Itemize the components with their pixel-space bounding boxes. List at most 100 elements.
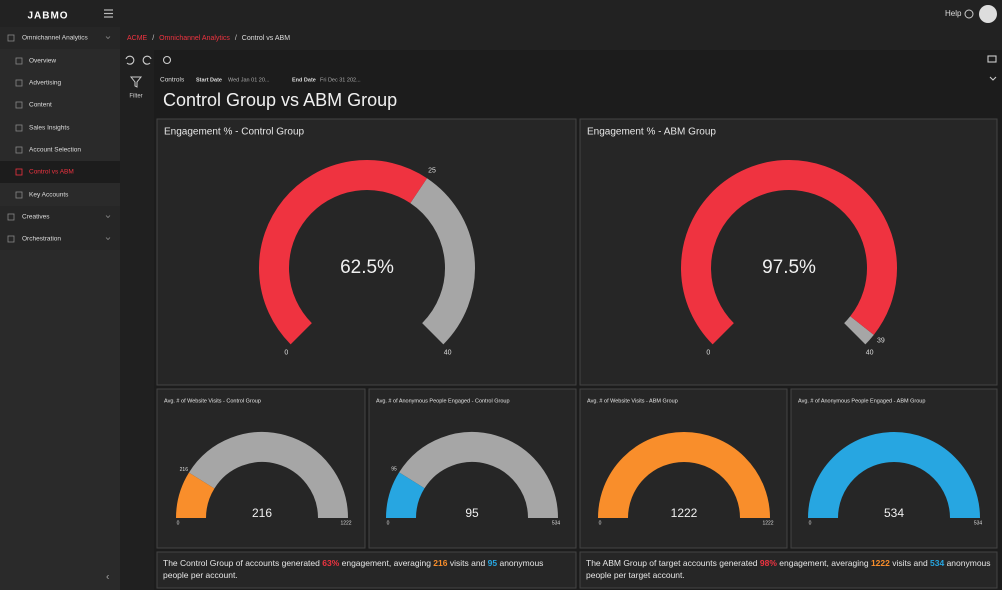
gauge-center: 1222 bbox=[671, 506, 698, 520]
gauge-min: 0 bbox=[177, 520, 180, 526]
summary-panel bbox=[579, 551, 998, 589]
breadcrumb-item[interactable]: Omnichannel Analytics bbox=[159, 35, 230, 42]
sidebar-icon bbox=[15, 101, 23, 109]
gauge-min: 0 bbox=[706, 349, 710, 356]
summary-segment: anonymous people per account. bbox=[163, 558, 544, 580]
end-date-value[interactable]: Fri Dec 31 202... bbox=[320, 77, 361, 83]
panel bbox=[368, 388, 577, 549]
summary-segment: The Control Group of accounts generated bbox=[163, 558, 323, 568]
panel bbox=[790, 388, 998, 549]
chevron bbox=[105, 36, 111, 40]
gauge-value bbox=[808, 432, 980, 519]
breadcrumb-sep: / bbox=[235, 35, 237, 42]
summary-highlight: 1222 bbox=[870, 558, 890, 568]
filter-column bbox=[120, 50, 154, 590]
gauge-track bbox=[409, 178, 475, 345]
page-title: Control Group vs ABM Group bbox=[163, 90, 397, 110]
menu-icon[interactable] bbox=[104, 9, 113, 18]
panel-title: Engagement % - Control Group bbox=[164, 127, 305, 138]
sidebar-item[interactable]: Key Accounts bbox=[29, 192, 69, 199]
sidebar-item[interactable]: Content bbox=[29, 102, 52, 109]
summary-highlight: 63% bbox=[322, 558, 340, 568]
collapse-icon[interactable]: ‹ bbox=[106, 572, 109, 583]
gauge-center: 95 bbox=[465, 506, 479, 520]
gauge-value-label: 39 bbox=[877, 337, 885, 344]
sidebar-row bbox=[0, 228, 120, 250]
sidebar-item[interactable]: Control vs ABM bbox=[29, 169, 74, 176]
help-link[interactable]: Help bbox=[945, 9, 962, 18]
sidebar-item[interactable]: Omnichannel Analytics bbox=[22, 35, 89, 42]
gauge-center: 534 bbox=[884, 506, 904, 520]
gauge-value bbox=[598, 432, 770, 519]
sidebar-item[interactable]: Account Selection bbox=[29, 147, 81, 154]
panel bbox=[156, 118, 577, 386]
sidebar-item[interactable]: Creatives bbox=[22, 214, 50, 221]
gauge-max: 40 bbox=[866, 349, 874, 356]
sidebar-row bbox=[0, 206, 120, 228]
panel-title: Engagement % - ABM Group bbox=[587, 127, 716, 138]
start-date-label: Start Date bbox=[196, 77, 222, 83]
gauge-max: 534 bbox=[974, 520, 983, 526]
sidebar-menu: Omnichannel Analytics Overview Advertising… bbox=[0, 27, 120, 250]
controls-label: Controls bbox=[160, 77, 185, 84]
panel-title: Avg. # of Website Visits - Control Group bbox=[164, 398, 261, 404]
gauge-value-label: 95 bbox=[391, 467, 397, 473]
sidebar-item[interactable]: Orchestration bbox=[22, 236, 61, 243]
avatar[interactable] bbox=[979, 5, 997, 23]
expand-icon[interactable] bbox=[989, 76, 997, 81]
sidebar-item[interactable]: Sales Insights bbox=[29, 125, 70, 132]
summary-highlight: 216 bbox=[433, 558, 448, 568]
summary-segment: visits and bbox=[889, 558, 931, 568]
breadcrumb-item: Control vs ABM bbox=[242, 35, 290, 42]
gauge-center: 97.5% bbox=[762, 257, 816, 278]
start-date-value[interactable]: Wed Jan 01 20... bbox=[228, 77, 270, 83]
end-date-label: End Date bbox=[292, 77, 316, 83]
gauge-center: 62.5% bbox=[340, 257, 394, 278]
sidebar-icon bbox=[15, 146, 23, 154]
breadcrumb: ACME / Omnichannel Analytics / Control v… bbox=[127, 35, 290, 42]
help-icon[interactable] bbox=[964, 9, 974, 19]
gauge-max: 1222 bbox=[340, 520, 351, 526]
sidebar-row bbox=[0, 27, 120, 49]
gauge-min: 0 bbox=[284, 349, 288, 356]
filter-icon[interactable] bbox=[129, 76, 143, 88]
summary-segment: anonymous people per target account. bbox=[586, 558, 991, 580]
breadcrumb-sep: / bbox=[152, 35, 154, 42]
sidebar-active bbox=[0, 161, 120, 183]
filter-label[interactable]: Filter bbox=[129, 94, 142, 100]
print-icon[interactable] bbox=[987, 55, 997, 63]
chevron bbox=[105, 237, 111, 241]
logo[interactable]: JABMO bbox=[27, 11, 68, 22]
gauges: Engagement % - Control Group 0 40 25 62.5% En… bbox=[156, 118, 998, 589]
gauge-min: 0 bbox=[387, 520, 390, 526]
sidebar-icon bbox=[15, 79, 23, 87]
gauge-value bbox=[681, 160, 897, 345]
sidebar-icon bbox=[7, 235, 15, 243]
undo-icon[interactable] bbox=[125, 55, 135, 65]
gauge-max: 1222 bbox=[762, 520, 773, 526]
gauge-max: 40 bbox=[444, 349, 452, 356]
sidebar-icon bbox=[7, 34, 15, 42]
panel bbox=[579, 388, 788, 549]
summary-segment: engagement, averaging bbox=[339, 558, 434, 568]
panel bbox=[579, 118, 998, 386]
gauge-value bbox=[176, 472, 215, 519]
gauge-max: 534 bbox=[552, 520, 561, 526]
redo-icon[interactable] bbox=[142, 55, 152, 65]
gauge-value-label: 25 bbox=[428, 168, 436, 175]
reset-icon[interactable] bbox=[162, 55, 172, 65]
sidebar-icon bbox=[7, 213, 15, 221]
sidebar-item[interactable]: Advertising bbox=[29, 80, 62, 87]
gauge-track bbox=[399, 432, 558, 519]
panel-title: Avg. # of Anonymous People Engaged - ABM… bbox=[798, 398, 925, 404]
summary-segment: engagement, averaging bbox=[776, 558, 871, 568]
sidebar-item[interactable]: Overview bbox=[29, 58, 56, 65]
top-bar bbox=[0, 0, 1002, 27]
gauge-value bbox=[259, 160, 427, 345]
sidebar-icon bbox=[15, 168, 23, 176]
breadcrumb-item[interactable]: ACME bbox=[127, 35, 148, 42]
breadcrumb-bar bbox=[120, 27, 1002, 50]
summary-text: The ABM Group of target accounts generat… bbox=[586, 557, 991, 581]
gauge-track bbox=[188, 432, 348, 519]
